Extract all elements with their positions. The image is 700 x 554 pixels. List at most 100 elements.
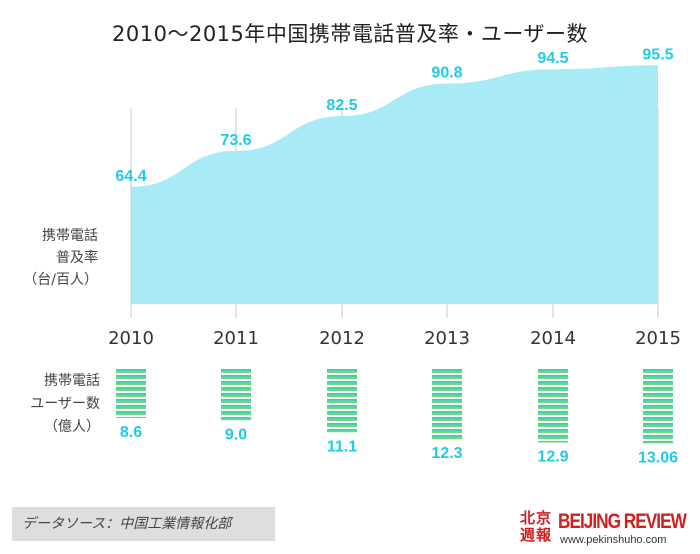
area-value-label-2012: 82.5 bbox=[326, 97, 357, 114]
bar-stripe bbox=[538, 423, 568, 427]
bar-value-label-2014: 12.9 bbox=[537, 449, 568, 466]
bar-stripe bbox=[643, 369, 673, 373]
bar-2014 bbox=[538, 369, 568, 443]
bar-stripe bbox=[432, 429, 462, 433]
beijing-review-logo: 北京週報 BEIJING REVIEW www.pekinshuho.com bbox=[520, 510, 695, 550]
bar-value-label-2011: 9.0 bbox=[225, 426, 247, 443]
bar-stripe bbox=[221, 399, 251, 403]
bar-stripe bbox=[327, 417, 357, 421]
bar-value-label-2013: 12.3 bbox=[431, 445, 462, 462]
bar-stripe bbox=[221, 375, 251, 379]
logo-english-text: BEIJING REVIEW bbox=[558, 510, 687, 533]
bar-stripe bbox=[643, 435, 673, 439]
bar-2010 bbox=[116, 369, 146, 419]
x-tick-label-2013: 2013 bbox=[424, 328, 470, 349]
bar-stripe bbox=[116, 417, 146, 419]
bar-stripe bbox=[327, 423, 357, 427]
bar-stripe bbox=[116, 393, 146, 397]
bar-stripe bbox=[643, 417, 673, 421]
bar-stripe bbox=[116, 399, 146, 403]
bar-stripe bbox=[327, 405, 357, 409]
area-ylabel-line: （台/百人） bbox=[23, 272, 98, 288]
bar-stripe bbox=[327, 387, 357, 391]
area-value-label-2014: 94.5 bbox=[537, 50, 568, 67]
bar-stripe bbox=[221, 405, 251, 409]
bar-stripe bbox=[221, 387, 251, 391]
bar-stripe bbox=[432, 411, 462, 415]
bar-stripe bbox=[116, 411, 146, 415]
bar-stripe bbox=[432, 387, 462, 391]
source-note: データソース：中国工業情報化部 bbox=[12, 507, 275, 541]
bar-stripe bbox=[221, 393, 251, 397]
bar-stripe bbox=[538, 375, 568, 379]
bar-stripe bbox=[221, 411, 251, 415]
bar-ylabel-line: 携帯電話 bbox=[44, 373, 100, 389]
x-tick-label-2010: 2010 bbox=[108, 328, 154, 349]
bar-stripe bbox=[643, 387, 673, 391]
bar-stripe bbox=[538, 387, 568, 391]
chart-title: 2010～2015年中国携帯電話普及率・ユーザー数 bbox=[112, 22, 588, 46]
bar-stripe bbox=[327, 381, 357, 385]
x-tick-label-2014: 2014 bbox=[530, 328, 576, 349]
bar-ylabel-line: （億人） bbox=[44, 419, 100, 435]
bar-stripe bbox=[538, 429, 568, 433]
bar-stripe bbox=[116, 381, 146, 385]
bar-stripe bbox=[116, 405, 146, 409]
bar-2012 bbox=[327, 369, 357, 433]
area-value-label-2011: 73.6 bbox=[220, 132, 251, 149]
bar-stripe bbox=[432, 405, 462, 409]
bar-stripe bbox=[643, 393, 673, 397]
bar-stripe bbox=[538, 381, 568, 385]
logo-chinese-text: 北京週報 bbox=[520, 509, 553, 544]
bar-stripe bbox=[643, 375, 673, 379]
bar-stripe bbox=[538, 417, 568, 421]
bar-stripe bbox=[643, 399, 673, 403]
bar-stripe bbox=[116, 375, 146, 379]
bar-stripe bbox=[643, 405, 673, 409]
area-value-label-2010: 64.4 bbox=[115, 168, 146, 185]
bar-stripe bbox=[643, 423, 673, 427]
bar-stripe bbox=[116, 387, 146, 391]
bar-stripe bbox=[432, 375, 462, 379]
area-ylabel: 携帯電話 普及率 （台/百人） bbox=[20, 225, 98, 291]
bar-2013 bbox=[432, 369, 462, 439]
bar-stripe bbox=[432, 393, 462, 397]
bar-stripe bbox=[538, 369, 568, 373]
chart-canvas: 64.4 73.6 82.5 90.8 94.5 95.5 2010 2011 2012 201… bbox=[108, 46, 681, 466]
bar-stripe bbox=[538, 441, 568, 443]
bar-stripe bbox=[432, 417, 462, 421]
x-tick-label-2012: 2012 bbox=[319, 328, 365, 349]
area-value-label-2013: 90.8 bbox=[431, 65, 462, 82]
bar-2011 bbox=[221, 369, 251, 421]
bar-stripe bbox=[538, 393, 568, 397]
x-tick-label-2015: 2015 bbox=[635, 328, 681, 349]
bar-value-label-2012: 11.1 bbox=[327, 438, 357, 455]
bar-value-label-2015: 13.06 bbox=[638, 449, 678, 466]
area-series-penetration bbox=[131, 65, 658, 304]
bar-stripe bbox=[538, 405, 568, 409]
area-ylabel-line: 携帯電話 bbox=[42, 228, 98, 244]
bar-stripe bbox=[432, 369, 462, 373]
bar-stripe bbox=[538, 435, 568, 439]
bar-stripe bbox=[327, 429, 357, 433]
bar-stripe bbox=[643, 381, 673, 385]
bar-value-label-2010: 8.6 bbox=[120, 424, 142, 441]
bar-stripe bbox=[221, 381, 251, 385]
bar-stripe bbox=[538, 399, 568, 403]
x-tick-label-2011: 2011 bbox=[213, 328, 259, 349]
bar-ylabel: 携帯電話 ユーザー数 （億人） bbox=[15, 370, 100, 439]
area-ylabel-line: 普及率 bbox=[56, 250, 98, 266]
bar-stripe bbox=[327, 399, 357, 403]
bar-stripe bbox=[116, 369, 146, 373]
bar-ylabel-line: ユーザー数 bbox=[30, 396, 100, 412]
bar-stripe bbox=[327, 393, 357, 397]
bar-stripe bbox=[327, 375, 357, 379]
area-value-label-2015: 95.5 bbox=[642, 46, 673, 63]
bar-stripe bbox=[432, 399, 462, 403]
bar-stripe bbox=[538, 411, 568, 415]
bar-stripe bbox=[221, 417, 251, 421]
bar-stripe bbox=[327, 369, 357, 373]
bar-stripe bbox=[327, 411, 357, 415]
logo-url-text: www.pekinshuho.com bbox=[560, 534, 667, 546]
bar-stripe bbox=[432, 423, 462, 427]
